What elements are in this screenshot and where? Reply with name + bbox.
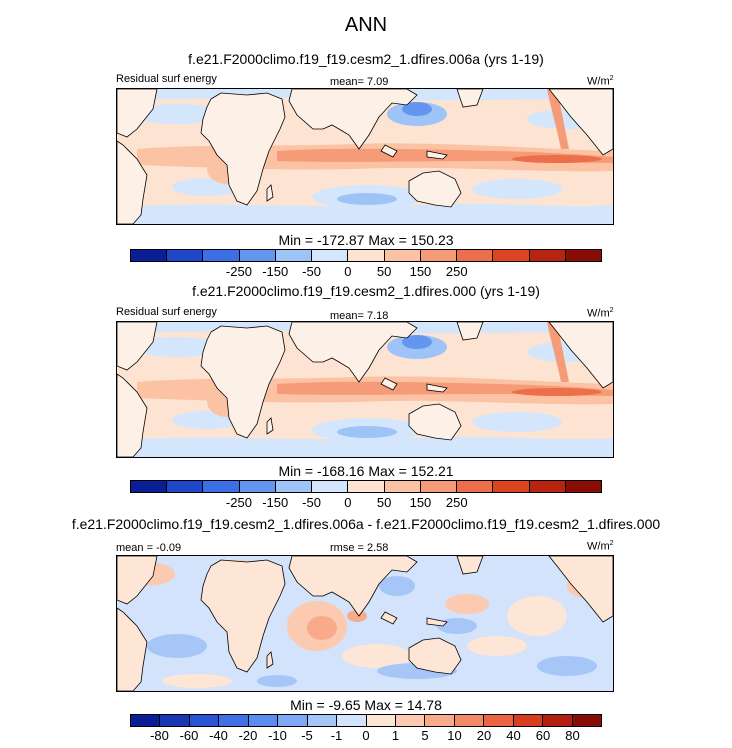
colorbar-tick-label: 0 xyxy=(344,264,352,279)
colorbar-swatch xyxy=(160,715,190,726)
colorbar-tick-label: -20 xyxy=(238,728,258,743)
colorbar-tick-label: -50 xyxy=(302,264,321,279)
colorbar-tick-label: -80 xyxy=(150,728,169,743)
colorbar-swatch xyxy=(529,250,566,261)
colorbar-swatch xyxy=(543,715,573,726)
panel3-map xyxy=(116,555,614,692)
colorbar-tick-label: -50 xyxy=(302,495,321,510)
colorbar-tick-label: -150 xyxy=(262,264,289,279)
panel3-title: f.e21.F2000climo.f19_f19.cesm2_1.dfires.… xyxy=(71,516,661,532)
colorbar-swatch xyxy=(425,715,455,726)
colorbar-tick-label: -250 xyxy=(225,264,252,279)
colorbar-swatch xyxy=(395,715,426,726)
panel3-field xyxy=(119,560,607,688)
colorbar-tick-label: -5 xyxy=(301,728,313,743)
colorbar-tick-label: 5 xyxy=(421,728,429,743)
colorbar-tick-label: 60 xyxy=(535,728,551,743)
panel3-colorbar xyxy=(130,714,602,727)
colorbar-swatch xyxy=(384,250,421,261)
colorbar-swatch xyxy=(189,715,220,726)
colorbar-swatch xyxy=(131,250,168,261)
colorbar-swatch xyxy=(167,481,204,492)
panel2-units: W/m2 xyxy=(587,307,614,320)
panel3-min-max: Min = -9.65 Max = 14.78 xyxy=(290,697,442,713)
panel2-colorbar xyxy=(130,480,602,493)
colorbar-swatch xyxy=(565,250,602,261)
colorbar-swatch xyxy=(278,715,308,726)
panel1-colorbar xyxy=(130,249,602,262)
colorbar-swatch xyxy=(565,481,602,492)
panel1-mean-label: mean= 7.09 xyxy=(330,76,389,88)
colorbar-tick-label: -250 xyxy=(225,495,252,510)
panel3-units: W/m2 xyxy=(587,540,614,553)
colorbar-tick-label: -150 xyxy=(262,495,289,510)
colorbar-swatch xyxy=(131,715,161,726)
panel1-coastlines xyxy=(117,89,613,224)
colorbar-tick-label: 80 xyxy=(565,728,580,743)
colorbar-swatch xyxy=(203,481,240,492)
panel2-map xyxy=(116,321,614,458)
panel3-coastlines xyxy=(117,556,613,691)
panel1-units: W/m2 xyxy=(587,75,614,88)
panel2-title: f.e21.F2000climo.f19_f19.cesm2_1.dfires.… xyxy=(192,283,540,299)
colorbar-swatch xyxy=(348,250,385,261)
colorbar-swatch xyxy=(337,715,367,726)
colorbar-swatch xyxy=(457,481,494,492)
panel1-map xyxy=(116,88,614,225)
panel2-coastlines xyxy=(117,322,613,457)
colorbar-tick-label: 10 xyxy=(447,728,462,743)
main-title: ANN xyxy=(344,14,388,36)
colorbar-swatch xyxy=(203,250,240,261)
colorbar-swatch xyxy=(493,250,530,261)
panel2-min-max: Min = -168.16 Max = 152.21 xyxy=(278,463,454,479)
colorbar-swatch xyxy=(366,715,396,726)
panel3-rmse-label: rmse = 2.58 xyxy=(330,542,389,554)
colorbar-swatch xyxy=(248,715,279,726)
colorbar-swatch xyxy=(493,481,530,492)
colorbar-swatch xyxy=(572,715,601,726)
colorbar-swatch xyxy=(348,481,385,492)
colorbar-tick-label: 1 xyxy=(391,728,400,743)
colorbar-tick-label: -10 xyxy=(268,728,287,743)
colorbar-swatch xyxy=(307,715,338,726)
colorbar-swatch xyxy=(275,481,313,492)
panel2-mean-label: mean= 7.18 xyxy=(330,310,389,322)
colorbar-tick-label: 250 xyxy=(445,495,468,510)
colorbar-tick-label: 50 xyxy=(376,264,392,279)
colorbar-swatch xyxy=(384,481,421,492)
colorbar-swatch xyxy=(484,715,514,726)
colorbar-tick-label: 50 xyxy=(376,495,392,510)
colorbar-swatch xyxy=(312,481,349,492)
colorbar-swatch xyxy=(454,715,485,726)
colorbar-tick-label: 150 xyxy=(409,495,432,510)
panel2-field xyxy=(117,322,613,457)
colorbar-tick-label: 0 xyxy=(362,728,370,743)
colorbar-swatch xyxy=(239,250,276,261)
colorbar-tick-label: 250 xyxy=(445,264,468,279)
colorbar-tick-label: 0 xyxy=(344,495,352,510)
colorbar-swatch xyxy=(420,250,458,261)
colorbar-tick-label: 40 xyxy=(506,728,521,743)
colorbar-tick-label: 20 xyxy=(476,728,492,743)
colorbar-tick-label: -40 xyxy=(209,728,228,743)
panel1-variable-label: Residual surf energy xyxy=(116,73,217,85)
colorbar-tick-label: -1 xyxy=(330,728,343,743)
colorbar-swatch xyxy=(457,250,494,261)
panel3-mean-label: mean = -0.09 xyxy=(116,542,182,554)
colorbar-swatch xyxy=(167,250,204,261)
colorbar-tick-label: -60 xyxy=(179,728,199,743)
colorbar-tick-label: 150 xyxy=(409,264,432,279)
panel1-min-max: Min = -172.87 Max = 150.23 xyxy=(278,232,454,248)
colorbar-swatch xyxy=(513,715,544,726)
colorbar-swatch xyxy=(529,481,566,492)
colorbar-swatch xyxy=(219,715,249,726)
panel1-title: f.e21.F2000climo.f19_f19.cesm2_1.dfires.… xyxy=(188,51,544,67)
colorbar-swatch xyxy=(420,481,458,492)
colorbar-swatch xyxy=(312,250,349,261)
panel2-variable-label: Residual surf energy xyxy=(116,306,217,318)
colorbar-swatch xyxy=(239,481,276,492)
colorbar-swatch xyxy=(275,250,313,261)
colorbar-swatch xyxy=(131,481,168,492)
